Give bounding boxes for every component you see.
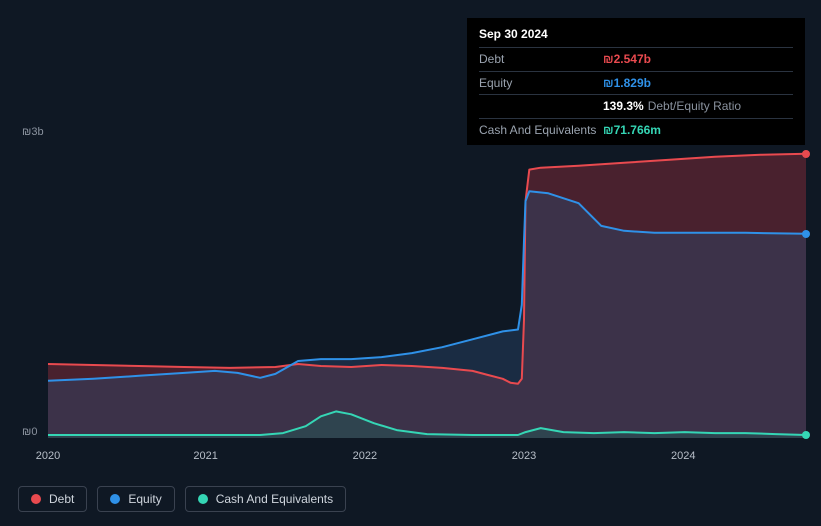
area-chart-svg	[48, 142, 806, 438]
legend-label: Debt	[49, 492, 74, 506]
chart-legend: Debt Equity Cash And Equivalents	[18, 486, 346, 512]
legend-item[interactable]: Debt	[18, 486, 87, 512]
x-tick: 2022	[353, 450, 377, 462]
legend-item[interactable]: Equity	[97, 486, 174, 512]
x-tick: 2024	[671, 450, 695, 462]
y-axis-min-label: ₪0	[22, 426, 37, 438]
x-tick: 2021	[193, 450, 217, 462]
legend-swatch	[110, 494, 120, 504]
y-axis-max-label: ₪3b	[22, 126, 44, 138]
series-end-dot	[802, 431, 810, 439]
tooltip-value-ratio: 139.3%Debt/Equity Ratio	[603, 98, 741, 115]
tooltip-row: 139.3%Debt/Equity Ratio	[479, 94, 793, 118]
tooltip-label: Equity	[479, 75, 603, 92]
legend-swatch	[198, 494, 208, 504]
legend-label: Equity	[128, 492, 161, 506]
tooltip-value-cash: ₪71.766m	[603, 122, 661, 139]
tooltip-value-equity: ₪1.829b	[603, 75, 651, 92]
tooltip-label: Cash And Equivalents	[479, 122, 603, 139]
tooltip-value-debt: ₪2.547b	[603, 51, 651, 68]
chart-tooltip: Sep 30 2024 Debt ₪2.547b Equity ₪1.829b …	[467, 18, 805, 145]
tooltip-row: Cash And Equivalents ₪71.766m	[479, 118, 793, 145]
series-end-dot	[802, 150, 810, 158]
tooltip-row: Debt ₪2.547b	[479, 47, 793, 71]
legend-item[interactable]: Cash And Equivalents	[185, 486, 346, 512]
legend-label: Cash And Equivalents	[216, 492, 333, 506]
legend-swatch	[31, 494, 41, 504]
x-tick: 2023	[512, 450, 536, 462]
x-tick: 2020	[36, 450, 60, 462]
chart-plot-area[interactable]	[48, 142, 806, 438]
tooltip-label: Debt	[479, 51, 603, 68]
series-end-dot	[802, 230, 810, 238]
tooltip-row: Equity ₪1.829b	[479, 71, 793, 95]
tooltip-label	[479, 98, 603, 115]
tooltip-date: Sep 30 2024	[479, 26, 793, 43]
x-axis: 20202021202220232024	[48, 450, 806, 466]
